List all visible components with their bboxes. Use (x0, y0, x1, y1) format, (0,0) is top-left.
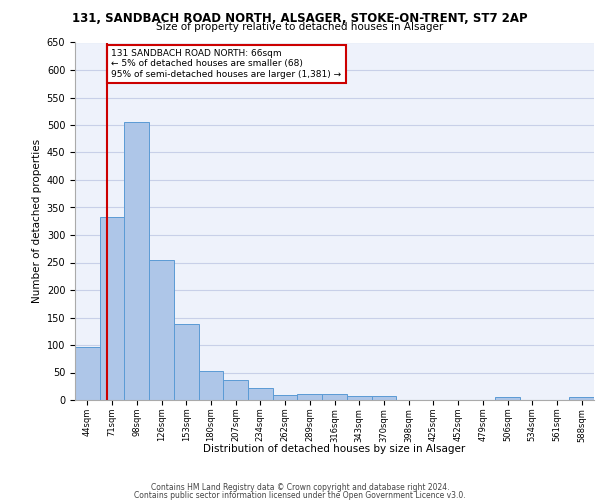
Bar (569, 396, 594, 400)
Bar (322, 394, 347, 400)
Text: Contains public sector information licensed under the Open Government Licence v3: Contains public sector information licen… (134, 491, 466, 500)
X-axis label: Distribution of detached houses by size in Alsager: Distribution of detached houses by size … (203, 444, 466, 454)
Bar (248, 388, 273, 400)
Bar (124, 122, 149, 400)
Bar (149, 260, 174, 400)
Bar (273, 395, 298, 400)
Bar (199, 371, 223, 400)
Bar (174, 324, 199, 400)
Bar (371, 396, 396, 400)
Bar (495, 397, 520, 400)
Bar (298, 394, 322, 400)
Bar (347, 396, 371, 400)
Bar (75, 346, 100, 400)
Bar (100, 217, 124, 400)
Text: Size of property relative to detached houses in Alsager: Size of property relative to detached ho… (157, 22, 443, 32)
Text: 131 SANDBACH ROAD NORTH: 66sqm
← 5% of detached houses are smaller (68)
95% of s: 131 SANDBACH ROAD NORTH: 66sqm ← 5% of d… (111, 49, 341, 79)
Text: Contains HM Land Registry data © Crown copyright and database right 2024.: Contains HM Land Registry data © Crown c… (151, 482, 449, 492)
Bar (223, 380, 248, 400)
Y-axis label: Number of detached properties: Number of detached properties (32, 139, 43, 304)
Text: 131, SANDBACH ROAD NORTH, ALSAGER, STOKE-ON-TRENT, ST7 2AP: 131, SANDBACH ROAD NORTH, ALSAGER, STOKE… (72, 12, 528, 26)
